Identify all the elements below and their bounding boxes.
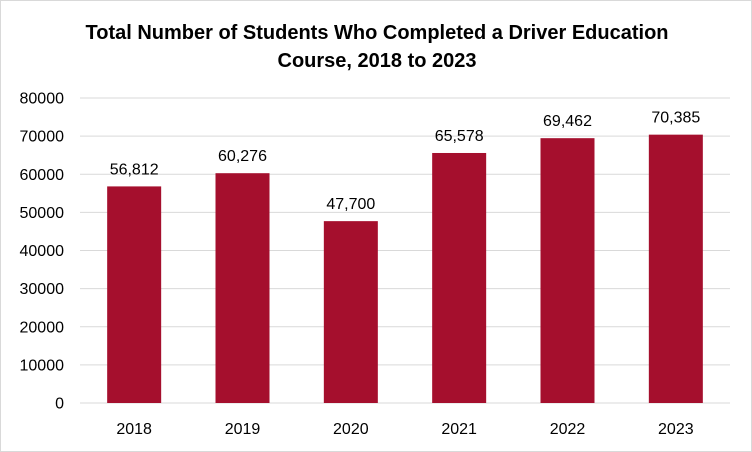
bar: [107, 186, 162, 403]
bar: [648, 134, 703, 404]
bar: [432, 152, 487, 403]
y-tick-label: 0: [55, 396, 64, 413]
chart-title: Total Number of Students Who Completed a…: [1, 19, 752, 75]
data-label: 60,276: [218, 148, 267, 165]
x-tick-label: 2018: [116, 421, 152, 438]
x-tick-label: 2022: [550, 421, 586, 438]
chart-title-line-1: Total Number of Students Who Completed a…: [85, 22, 669, 44]
x-tick-label: 2023: [658, 421, 694, 438]
data-label: 65,578: [435, 128, 484, 145]
bar: [540, 138, 595, 403]
y-tick-label: 10000: [20, 357, 65, 374]
data-label: 70,385: [651, 110, 700, 127]
y-tick-label: 70000: [20, 129, 65, 146]
data-label: 47,700: [326, 196, 375, 213]
data-label: 56,812: [110, 161, 159, 178]
y-tick-label: 60000: [20, 167, 65, 184]
bar: [215, 173, 270, 403]
x-tick-label: 2019: [225, 421, 261, 438]
y-tick-label: 20000: [20, 319, 65, 336]
y-tick-label: 30000: [20, 281, 65, 298]
y-tick-label: 40000: [20, 243, 65, 260]
chart-title-line-2: Course, 2018 to 2023: [277, 50, 477, 72]
x-tick-label: 2021: [441, 421, 477, 438]
x-tick-label: 2020: [333, 421, 369, 438]
bar: [323, 221, 378, 403]
y-tick-label: 80000: [20, 91, 65, 108]
data-label: 69,462: [543, 113, 592, 130]
y-tick-label: 50000: [20, 205, 65, 222]
